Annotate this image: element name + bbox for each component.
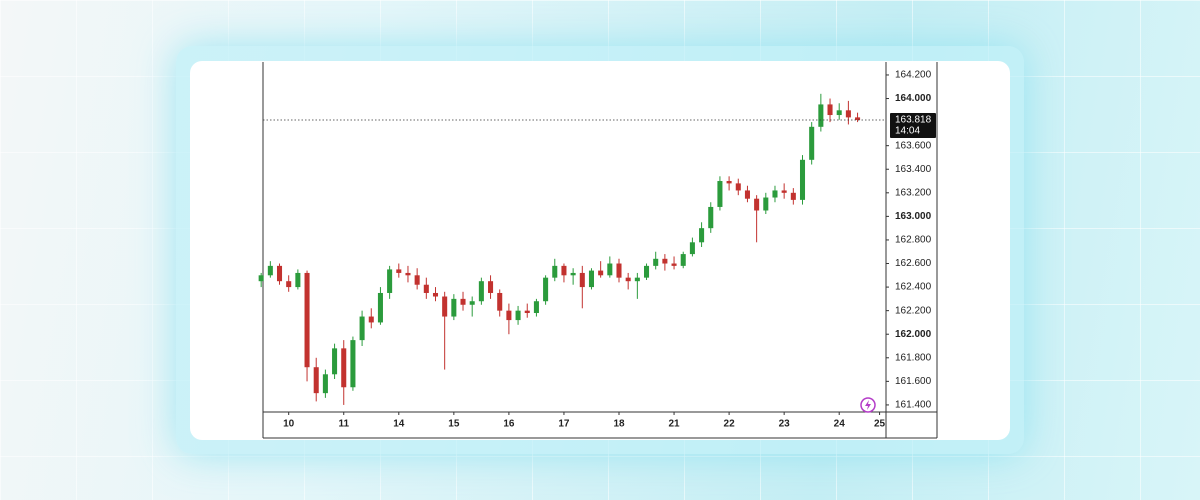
- candle-body: [782, 190, 787, 192]
- candle-body: [727, 181, 732, 183]
- y-tick-label: 162.200: [895, 305, 932, 316]
- y-tick-label: 162.600: [895, 258, 932, 269]
- candle-body: [369, 317, 374, 323]
- candle-body: [534, 301, 539, 313]
- x-tick-label: 21: [668, 419, 680, 430]
- y-tick-label: 162.400: [895, 282, 932, 293]
- candle-body: [415, 275, 420, 284]
- candle-body: [616, 264, 621, 278]
- candle-body: [332, 348, 337, 374]
- x-tick-label: 11: [338, 419, 349, 430]
- y-tick-label: 161.400: [895, 400, 932, 411]
- candle-body: [736, 183, 741, 190]
- candle-body: [717, 181, 722, 207]
- candle-body: [672, 264, 677, 266]
- candle-body: [259, 275, 264, 281]
- candle-body: [506, 311, 511, 320]
- candle-body: [552, 266, 557, 278]
- candle-body: [451, 299, 456, 317]
- candle-body: [800, 160, 805, 200]
- candle-body: [589, 271, 594, 287]
- x-tick-label: 23: [779, 419, 791, 430]
- candle-body: [497, 293, 502, 311]
- candle-body: [314, 367, 319, 393]
- candle-body: [653, 259, 658, 266]
- candle-body: [828, 104, 833, 115]
- y-tick-label: 164.000: [895, 93, 932, 104]
- x-tick-label: 10: [283, 419, 295, 430]
- icon-bolt: [865, 400, 871, 410]
- candle-body: [442, 297, 447, 317]
- y-tick-label: 162.800: [895, 235, 932, 246]
- y-tick-label: 163.000: [895, 211, 932, 222]
- candle-body: [525, 311, 530, 313]
- candle-body: [516, 311, 521, 320]
- candle-body: [754, 199, 759, 211]
- x-tick-label: 25: [874, 419, 886, 430]
- candle-body: [818, 104, 823, 126]
- price-tag-countdown: 14:04: [895, 126, 920, 137]
- y-tick-label: 162.000: [895, 329, 932, 340]
- candle-body: [277, 266, 282, 281]
- candle-body: [626, 278, 631, 282]
- candle-body: [479, 281, 484, 301]
- candle-body: [470, 301, 475, 305]
- candle-body: [543, 278, 548, 302]
- y-tick-label: 163.600: [895, 140, 932, 151]
- candle-body: [323, 374, 328, 393]
- y-tick-label: 161.600: [895, 376, 932, 387]
- candle-body: [561, 266, 566, 275]
- candle-body: [571, 273, 576, 275]
- candle-body: [580, 273, 585, 287]
- x-tick-label: 18: [613, 419, 625, 430]
- candle-body: [763, 198, 768, 211]
- candle-body: [681, 254, 686, 266]
- candle-body: [772, 190, 777, 197]
- candle-body: [268, 266, 273, 275]
- lightning-icon[interactable]: [861, 398, 875, 412]
- x-tick-label: 15: [448, 419, 460, 430]
- candle-body: [488, 281, 493, 293]
- candle-body: [662, 259, 667, 264]
- candle-body: [809, 127, 814, 160]
- candle-body: [295, 273, 300, 287]
- x-tick-label: 22: [724, 419, 736, 430]
- candle-body: [286, 281, 291, 287]
- x-tick-label: 24: [834, 419, 846, 430]
- candle-body: [405, 273, 410, 275]
- candle-body: [607, 264, 612, 276]
- candle-body: [708, 207, 713, 228]
- x-tick-label: 14: [393, 419, 405, 430]
- candle-body: [350, 340, 355, 387]
- candle-body: [433, 293, 438, 297]
- candle-body: [341, 348, 346, 387]
- x-tick-label: 17: [558, 419, 570, 430]
- y-tick-label: 164.200: [895, 70, 932, 81]
- candle-body: [635, 278, 640, 282]
- candle-body: [745, 190, 750, 198]
- candle-body: [378, 293, 383, 322]
- candle-body: [387, 269, 392, 293]
- x-tick-label: 16: [503, 419, 515, 430]
- candle-body: [460, 299, 465, 305]
- candle-body: [598, 271, 603, 276]
- candle-body: [791, 193, 796, 200]
- candle-body: [699, 228, 704, 242]
- candle-body: [846, 110, 851, 117]
- price-tag-value: 163.818: [895, 115, 932, 126]
- candle-body: [424, 285, 429, 293]
- candle-body: [305, 273, 310, 367]
- y-tick-label: 163.400: [895, 164, 932, 175]
- candle-body: [837, 110, 842, 115]
- y-tick-label: 161.800: [895, 352, 932, 363]
- candle-body: [396, 269, 401, 273]
- candle-body: [690, 242, 695, 254]
- candle-body: [644, 266, 649, 278]
- candle-body: [360, 317, 365, 341]
- y-tick-label: 163.200: [895, 187, 932, 198]
